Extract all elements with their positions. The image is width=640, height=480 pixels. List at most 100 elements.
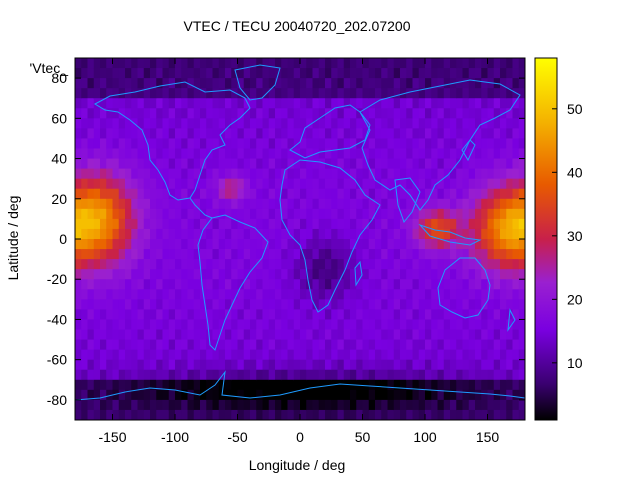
heatmap-cell [250, 78, 257, 89]
heatmap-cell [425, 138, 432, 150]
heatmap-cell [306, 389, 314, 401]
heatmap-cell [118, 228, 126, 240]
heatmap-cell [137, 58, 145, 69]
heatmap-cell [512, 128, 520, 140]
heatmap-cell [137, 369, 145, 381]
heatmap-cell [93, 208, 101, 220]
heatmap-cell [287, 259, 295, 270]
heatmap-cell [362, 78, 370, 89]
heatmap-cell [212, 98, 220, 109]
heatmap-cell [75, 379, 82, 391]
heatmap-cell [118, 148, 126, 160]
heatmap-cell [300, 108, 307, 119]
x-tick-label: 50 [355, 429, 371, 445]
coastline-new-zealand [507, 308, 516, 332]
heatmap-cell [468, 128, 476, 140]
heatmap-cell [337, 68, 345, 79]
heatmap-cell [493, 359, 501, 371]
heatmap-cell [337, 78, 345, 89]
heatmap-cell [106, 158, 114, 170]
heatmap-cell [118, 138, 126, 150]
heatmap-cell [450, 319, 457, 331]
heatmap-cell [468, 359, 476, 371]
heatmap-cell [81, 289, 89, 300]
heatmap-cell [318, 168, 326, 180]
heatmap-cell [393, 359, 401, 371]
heatmap-cell [506, 329, 514, 341]
heatmap-cell [87, 339, 95, 351]
heatmap-cell [162, 399, 170, 411]
heatmap-cell [168, 178, 176, 190]
heatmap-cell [506, 259, 514, 270]
heatmap-cell [387, 158, 395, 170]
heatmap-cell [506, 389, 514, 401]
heatmap-cell [456, 118, 464, 129]
heatmap-cell [331, 409, 339, 420]
heatmap-cell [337, 339, 345, 351]
heatmap-cell [300, 118, 307, 129]
heatmap-cell [193, 88, 201, 99]
heatmap-cell [506, 188, 514, 200]
heatmap-cell [268, 299, 276, 310]
heatmap-cell [162, 389, 170, 401]
heatmap-cell [106, 58, 114, 69]
heatmap-cell [168, 249, 176, 260]
heatmap-cell [106, 259, 114, 270]
heatmap-cell [106, 249, 114, 260]
heatmap-cell [431, 58, 439, 69]
heatmap-cell [393, 148, 401, 160]
heatmap-cell [225, 208, 232, 220]
heatmap-cell [225, 329, 232, 341]
heatmap-cell [143, 399, 151, 411]
heatmap-cell [118, 88, 126, 99]
heatmap-cell [368, 339, 376, 351]
heatmap-cell [112, 269, 120, 280]
heatmap-cell [175, 208, 182, 220]
heatmap-cell [281, 178, 289, 190]
heatmap-cell [262, 188, 270, 200]
heatmap-cell [237, 319, 245, 331]
heatmap-cell [425, 188, 432, 200]
heatmap-cell [481, 409, 489, 420]
heatmap-cell [256, 299, 264, 310]
heatmap-cell [406, 78, 414, 89]
heatmap-cell [337, 88, 345, 99]
heatmap-cell [475, 399, 482, 411]
heatmap-cell [343, 58, 351, 69]
heatmap-cell [475, 108, 482, 119]
heatmap-cell [362, 299, 370, 310]
heatmap-cell [312, 369, 320, 381]
heatmap-cell [256, 309, 264, 321]
heatmap-cell [150, 88, 157, 99]
heatmap-cell [443, 349, 451, 361]
heatmap-cell [156, 279, 164, 290]
heatmap-cell [512, 379, 520, 391]
heatmap-cell [500, 168, 507, 180]
heatmap-cell [362, 88, 370, 99]
heatmap-cell [487, 68, 495, 79]
heatmap-cell [450, 339, 457, 351]
heatmap-cell [212, 409, 220, 420]
heatmap-cell [481, 118, 489, 129]
heatmap-cell [87, 259, 95, 270]
heatmap-cell [156, 239, 164, 250]
heatmap-cell [75, 399, 82, 411]
heatmap-cell [456, 359, 464, 371]
heatmap-cell [225, 188, 232, 200]
heatmap-cell [168, 208, 176, 220]
heatmap-cell [362, 259, 370, 270]
heatmap-cell [443, 329, 451, 341]
heatmap-cell [168, 389, 176, 401]
heatmap-cell [406, 68, 414, 79]
series-label: 'Vtec_ [30, 60, 69, 76]
heatmap-cell [300, 409, 307, 420]
heatmap-cell [150, 148, 157, 160]
heatmap-cell [481, 168, 489, 180]
heatmap-cell [206, 98, 214, 109]
heatmap-cell [381, 299, 389, 310]
heatmap-cell [243, 98, 251, 109]
heatmap-cell [75, 259, 82, 270]
heatmap-cell [137, 218, 145, 230]
heatmap-cell [243, 289, 251, 300]
heatmap-cell [412, 289, 420, 300]
